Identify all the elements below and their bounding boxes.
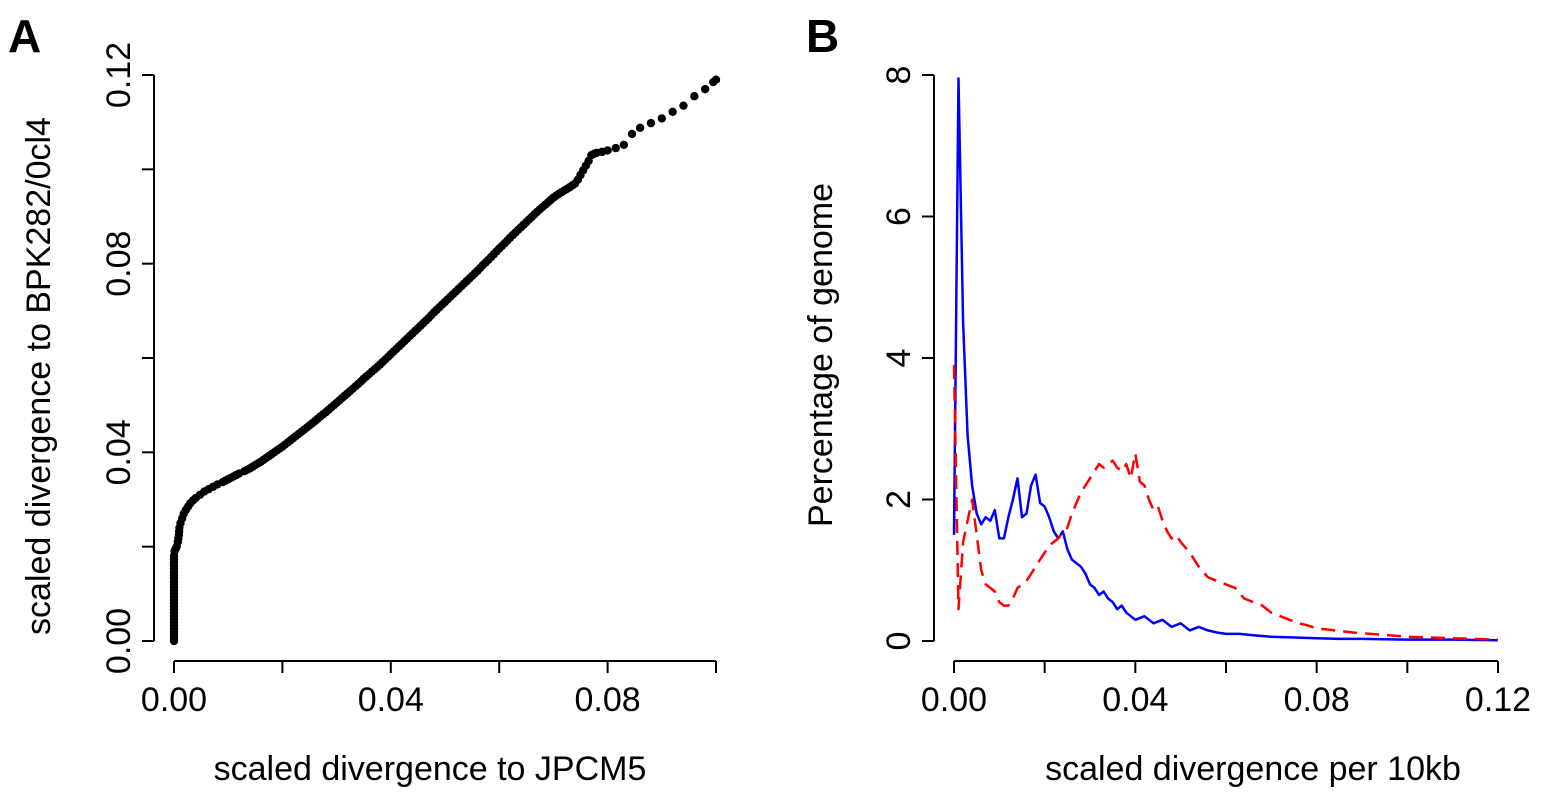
panel-b-y-tick-label: 4 — [880, 349, 918, 368]
panel-b-letter: B — [806, 10, 839, 62]
panel-b-x-axis-label: scaled divergence per 10kb — [1045, 750, 1461, 788]
scatter-point — [603, 146, 612, 155]
panel-a-y-axis: 0.00 0.04 0.08 0.12 — [100, 42, 155, 674]
panel-a-x-tick-label: 0.00 — [141, 681, 207, 719]
panel-a-x-tick-label: 0.08 — [575, 681, 641, 719]
panel-b-x-axis: 0.00 0.04 0.08 0.12 — [921, 660, 1531, 719]
scatter-point — [635, 123, 645, 133]
panel-b: B 0 2 4 6 8 0.00 0.04 0.08 0.12 scaled divergen… — [802, 10, 1531, 788]
panel-b-y-tick-label: 6 — [880, 207, 918, 226]
scatter-point — [690, 92, 699, 101]
panel-a-x-axis-label: scaled divergence to JPCM5 — [214, 750, 647, 788]
panel-a-y-tick-label: 0.12 — [100, 42, 138, 108]
panel-b-y-tick-label: 8 — [880, 66, 918, 85]
scatter-point — [619, 140, 629, 150]
series-line-solid — [952, 77, 1499, 642]
panel-b-x-tick-label: 0.08 — [1284, 681, 1350, 719]
scatter-point — [679, 101, 688, 110]
panel-a-y-tick-label: 0.04 — [100, 419, 138, 485]
panel-b-y-tick-label: 2 — [880, 490, 918, 509]
panel-a-letter: A — [8, 10, 41, 62]
panel-a-y-axis-label: scaled divergence to BPK282/0cl4 — [20, 117, 58, 635]
panel-a: A 0.00 0.04 0.08 0.12 0.00 0.04 0.08 scaled d… — [8, 10, 721, 788]
scatter-point — [657, 114, 666, 123]
scatter-point — [668, 107, 677, 116]
scatter-point — [611, 143, 620, 153]
panel-b-y-tick-label: 0 — [880, 632, 918, 651]
scatter-point — [627, 129, 637, 139]
panel-b-x-tick-label: 0.04 — [1102, 681, 1168, 719]
scatter-point — [700, 84, 710, 94]
series-line-dashed — [952, 365, 1499, 641]
panel-b-y-axis-label: Percentage of genome — [802, 183, 840, 527]
panel-b-plot-area — [952, 77, 1499, 642]
panel-b-x-tick-label: 0.12 — [1465, 681, 1531, 719]
panel-a-y-tick-label: 0.00 — [100, 608, 138, 674]
panel-a-x-tick-label: 0.04 — [358, 681, 424, 719]
panel-b-y-axis: 0 2 4 6 8 — [880, 66, 935, 651]
panel-a-x-axis: 0.00 0.04 0.08 — [141, 660, 717, 719]
scatter-point — [711, 75, 721, 84]
panel-a-plot-area — [169, 75, 721, 646]
panel-a-y-tick-label: 0.08 — [100, 231, 138, 297]
panel-b-x-tick-label: 0.00 — [921, 681, 987, 719]
scatter-point — [646, 118, 656, 128]
